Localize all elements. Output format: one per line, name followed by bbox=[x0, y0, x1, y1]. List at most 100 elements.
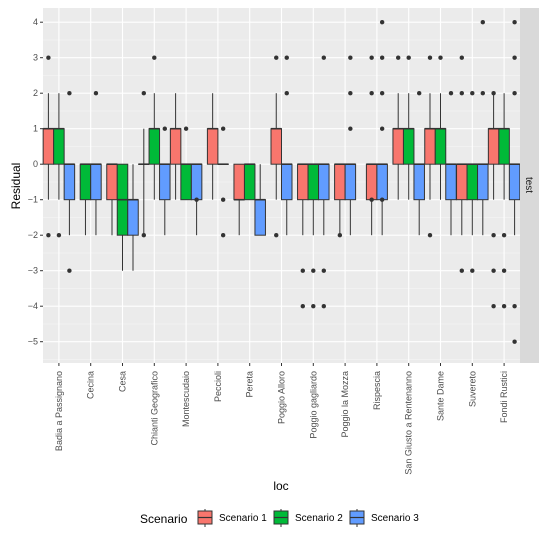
box-pereta-scenario-3 bbox=[254, 164, 266, 236]
box-san-giusto-a-rentenanno-scenario-2 bbox=[402, 55, 415, 200]
box-badia-a-passignano-scenario-2 bbox=[53, 93, 65, 238]
y-tick-label: 3 bbox=[33, 53, 38, 63]
outlier-point bbox=[427, 233, 433, 238]
box-body bbox=[127, 199, 139, 236]
outlier-point bbox=[512, 91, 517, 96]
legend-key-scenario-1 bbox=[197, 509, 213, 527]
x-tick-label: Cecina bbox=[86, 371, 96, 399]
outlier-point bbox=[284, 55, 289, 60]
outlier-point bbox=[162, 126, 167, 131]
outlier-point bbox=[396, 55, 401, 60]
box-body bbox=[434, 128, 447, 165]
box-body bbox=[376, 163, 388, 201]
x-tick-label: Peccioli bbox=[213, 371, 223, 402]
y-tick-label: 2 bbox=[33, 88, 38, 98]
box-body bbox=[53, 128, 65, 165]
y-tick-label: −3 bbox=[28, 266, 38, 276]
box-body bbox=[334, 163, 346, 201]
outlier-point bbox=[459, 91, 464, 96]
outlier-point bbox=[406, 55, 411, 60]
outlier-point bbox=[379, 20, 385, 25]
outlier-point bbox=[512, 304, 517, 309]
box-body bbox=[148, 128, 161, 165]
y-tick-label: 4 bbox=[33, 17, 38, 27]
outlier-point bbox=[46, 233, 51, 238]
outlier-point bbox=[470, 268, 475, 273]
outlier-point bbox=[46, 55, 51, 60]
y-tick-label: −1 bbox=[28, 195, 38, 205]
facet-strip bbox=[520, 8, 539, 363]
box-montescudaio-scenario-3 bbox=[190, 163, 203, 236]
outlier-point bbox=[284, 91, 289, 96]
box-body bbox=[169, 128, 182, 165]
x-tick-label: Badia a Passignano bbox=[54, 371, 64, 451]
box-body bbox=[281, 163, 293, 201]
legend: Scenario Scenario 1 Scenario 2 Scenario 3 bbox=[140, 509, 419, 527]
box-cesa-scenario-3 bbox=[127, 164, 139, 271]
box-peccioli-scenario-3 bbox=[217, 126, 229, 238]
box-badia-a-passignano-scenario-3 bbox=[63, 91, 76, 273]
legend-label-scenario-1: Scenario 1 bbox=[219, 513, 267, 524]
outlier-point bbox=[194, 197, 199, 202]
outlier-point bbox=[348, 91, 353, 96]
outlier-point bbox=[220, 197, 226, 202]
box-body bbox=[365, 163, 378, 201]
x-tick-label: Chianti Geografico bbox=[149, 371, 159, 446]
outlier-point bbox=[427, 55, 433, 60]
box-fondi-rustici-scenario-2 bbox=[498, 93, 510, 309]
outlier-point bbox=[67, 268, 72, 273]
box-body bbox=[487, 128, 500, 165]
x-tick-label: Rispescia bbox=[372, 371, 382, 410]
outlier-point bbox=[459, 55, 464, 60]
box-peccioli-scenario-1 bbox=[206, 93, 219, 200]
box-body bbox=[424, 128, 436, 165]
outlier-point bbox=[459, 268, 464, 273]
x-tick-label: Sante Dame bbox=[436, 371, 446, 421]
outlier-point bbox=[480, 20, 485, 25]
legend-key-scenario-3 bbox=[349, 509, 365, 527]
box-body bbox=[106, 163, 118, 201]
outlier-point bbox=[491, 304, 496, 309]
outlier-point bbox=[369, 197, 374, 202]
x-axis-title: loc bbox=[273, 479, 288, 493]
box-poggio-alloro-scenario-1 bbox=[270, 55, 282, 238]
outlier-point bbox=[67, 91, 72, 96]
x-axis-ticks: Badia a Passignano Cecina Cesa Chianti Geog… bbox=[54, 363, 509, 475]
outlier-point bbox=[183, 126, 189, 131]
legend-title: Scenario bbox=[140, 512, 188, 526]
box-body bbox=[402, 128, 415, 165]
box-body bbox=[466, 163, 479, 201]
outlier-point bbox=[501, 268, 507, 273]
box-chianti-geografico-scenario-2 bbox=[148, 55, 161, 200]
box-body bbox=[79, 163, 92, 201]
legend-label-scenario-2: Scenario 2 bbox=[295, 513, 343, 524]
box-cecina-scenario-3 bbox=[90, 91, 102, 236]
box-body bbox=[90, 163, 102, 201]
box-badia-a-passignano-scenario-1 bbox=[42, 55, 55, 238]
outlier-point bbox=[448, 91, 454, 96]
box-suvereto-scenario-2 bbox=[466, 91, 479, 273]
legend-label-scenario-3: Scenario 3 bbox=[371, 513, 419, 524]
box-suvereto-scenario-1 bbox=[456, 55, 468, 273]
box-san-giusto-a-rentenanno-scenario-3 bbox=[413, 91, 425, 236]
x-tick-label: Cesa bbox=[118, 371, 128, 392]
box-body bbox=[233, 163, 245, 201]
outlier-point bbox=[141, 233, 146, 238]
y-axis-title: Residual bbox=[9, 163, 23, 210]
outlier-point bbox=[379, 126, 385, 131]
y-tick-label: 1 bbox=[33, 124, 38, 134]
box-body bbox=[498, 128, 510, 165]
box-poggio-la-mozza-scenario-3 bbox=[344, 55, 357, 236]
outlier-point bbox=[512, 20, 517, 25]
box-poggio-alloro-scenario-3 bbox=[281, 55, 293, 236]
y-tick-label: −2 bbox=[28, 230, 38, 240]
outlier-point bbox=[348, 55, 353, 60]
box-body bbox=[190, 163, 203, 201]
box-body bbox=[42, 128, 55, 165]
legend-key-scenario-2 bbox=[273, 509, 289, 527]
outlier-point bbox=[348, 126, 353, 131]
outlier-point bbox=[512, 339, 517, 344]
box-body bbox=[270, 128, 282, 165]
outlier-point bbox=[512, 55, 517, 60]
outlier-point bbox=[379, 197, 385, 202]
